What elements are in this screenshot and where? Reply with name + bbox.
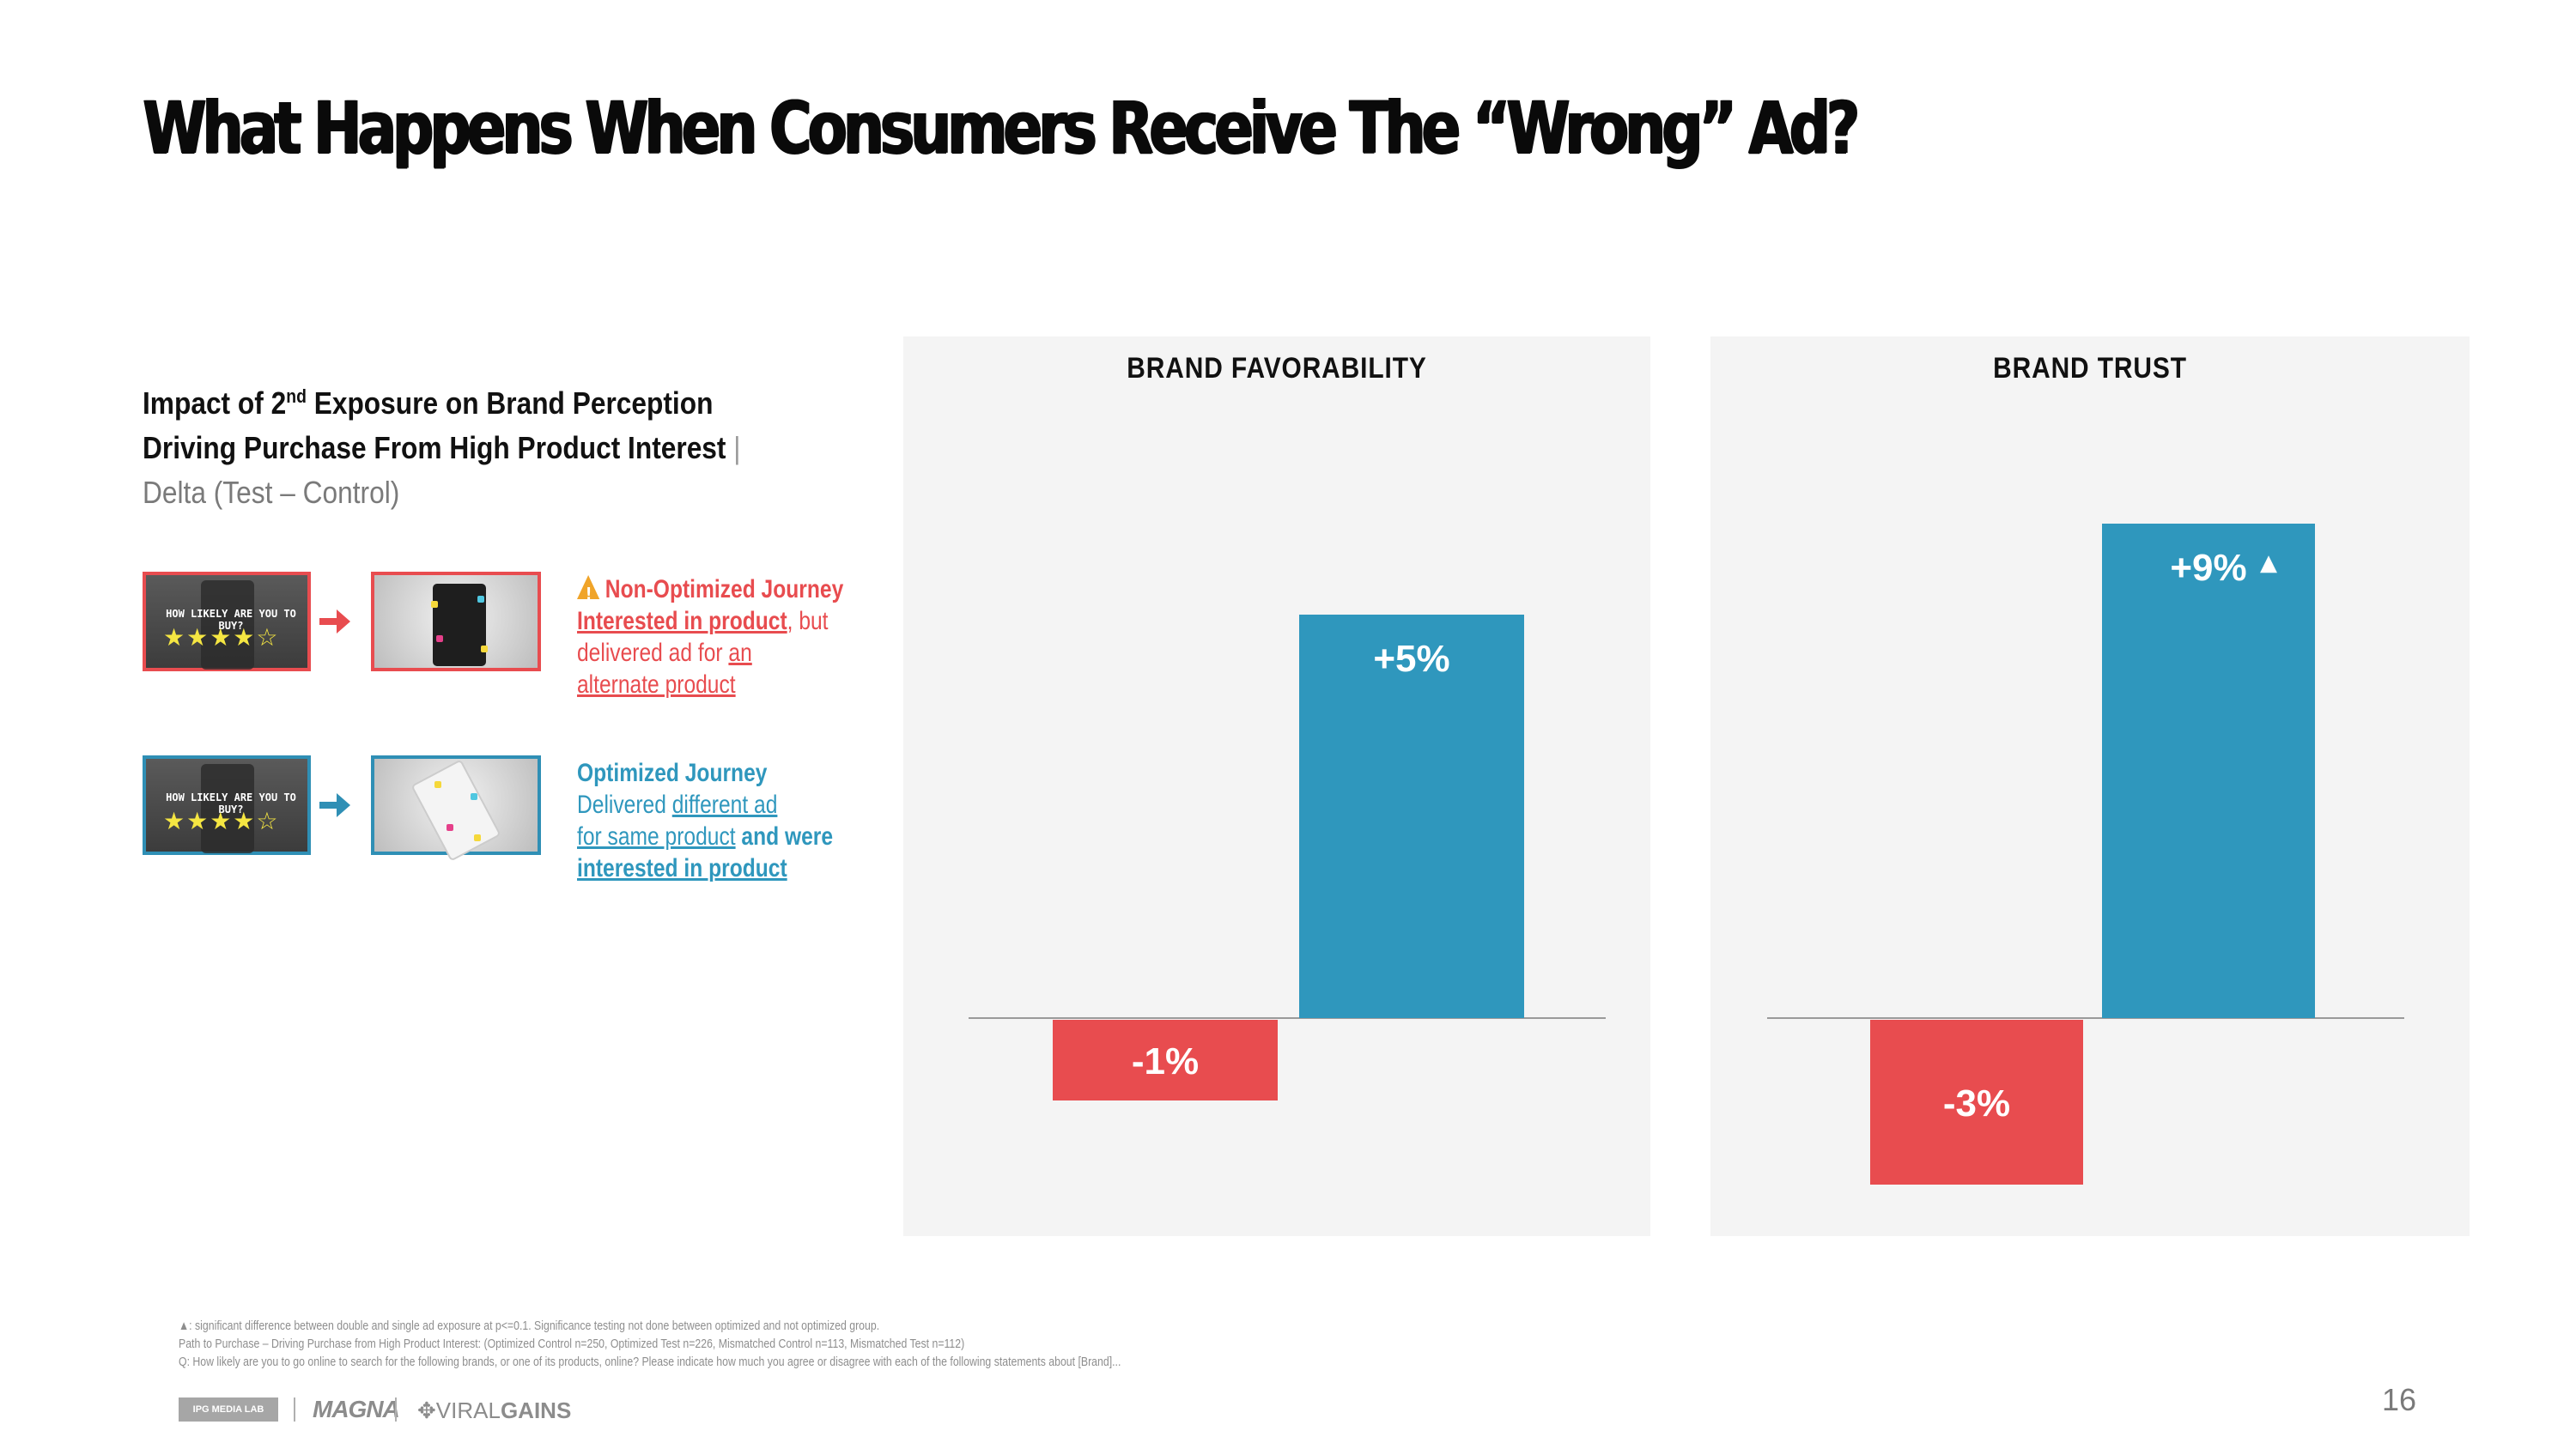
data-label: +9% [2170,547,2246,589]
significance-marker: ▲ [179,1319,190,1333]
survey-thumbnail: HOW LIKELY ARE YOU TO BUY? ★★★★☆ [143,572,311,671]
survey-question: HOW LIKELY ARE YOU TO BUY? [166,608,296,632]
viralgains-mark-icon: ✥ [417,1397,436,1423]
viralgains-suffix: GAINS [500,1397,572,1423]
viralgains-prefix: VIRAL [435,1397,501,1423]
legend-optimized-part2: different ad [671,791,778,819]
footnotes: ▲: significant difference between double… [179,1317,1446,1371]
survey-question: HOW LIKELY ARE YOU TO BUY? [166,791,296,815]
legend-non-optimized: HOW LIKELY ARE YOU TO BUY? ★★★★☆ Non-Opt… [143,572,898,699]
data-label: -1% [1132,1040,1199,1082]
chart-brand-favorability: BRAND FAVORABILITY -1% +5% [903,336,1650,1236]
bar-non-optimized [1053,1020,1278,1100]
subtitle-separator: | [733,430,741,465]
footnote-line2: Path to Purchase – Driving Purchase from… [179,1337,965,1351]
legend-optimized-part4: and were [735,822,834,851]
legend-non-optimized-part3: delivered ad for [577,639,729,667]
significance-marker: ▲ [2260,550,2277,576]
survey-thumbnail: HOW LIKELY ARE YOU TO BUY? ★★★★☆ [143,755,311,855]
legend-non-optimized-text: Non-Optimized Journey Interested in prod… [577,573,872,700]
legend-optimized-part5: interested in product [577,854,787,882]
subtitle-line2: Driving Purchase From High Product Inter… [143,430,726,465]
star-rating: ★★★★☆ [163,808,280,834]
bar-non-optimized [1870,1020,2083,1185]
subtitle-line1-prefix: Impact of 2 [143,385,287,421]
footnote-line1: : significant difference between double … [189,1319,880,1333]
product-ad-thumbnail [371,572,541,671]
chart-brand-trust: BRAND TRUST -3% +9% ▲ [1710,336,2470,1236]
legend-non-optimized-part5: alternate product [577,670,736,699]
chart-plot: -1% +5% [969,615,1606,1100]
warning-icon [577,575,600,610]
ipg-media-lab-logo: IPG MEDIA LAB [179,1397,278,1422]
legend-non-optimized-part1: Interested in product [577,607,787,635]
legend-optimized-part1: Delivered [577,791,672,819]
legend-non-optimized-part4: an [728,639,752,667]
subtitle-superscript: nd [286,385,307,407]
page-number: 16 [2381,1382,2416,1417]
subtitle-delta: Delta (Test – Control) [143,475,400,510]
subtitle-line1-suffix: Exposure on Brand Perception [306,385,714,421]
bar-optimized [1299,615,1524,1018]
legend-optimized: HOW LIKELY ARE YOU TO BUY? ★★★★☆ Optimiz… [143,755,898,882]
star-rating: ★★★★☆ [163,624,280,651]
data-label: +5% [1373,638,1449,680]
legend-non-optimized-heading: Non-Optimized Journey [605,575,844,603]
page-title: What Happens When Consumers Receive The … [143,86,1860,170]
legend-optimized-part3: for same product [577,822,736,851]
footnote-line3: Q: How likely are you to go online to se… [179,1355,1121,1369]
legend-optimized-text: Optimized Journey Delivered different ad… [577,757,872,884]
legend-optimized-heading: Optimized Journey [577,759,768,787]
chart-title: BRAND FAVORABILITY [1127,352,1427,385]
magna-logo: MAGNA [313,1396,400,1422]
data-label: -3% [1943,1082,2010,1125]
chart-title: BRAND TRUST [1993,352,2187,385]
chart-subtitle: Impact of 2nd Exposure on Brand Percepti… [143,381,823,515]
bar-optimized [2102,524,2315,1018]
legend-non-optimized-part2: , but [787,607,829,635]
product-ad-thumbnail [371,755,541,862]
chart-plot: -3% +9% ▲ [1767,524,2404,1185]
arrow-right-icon [319,793,350,817]
viralgains-logo: ✥VIRALGAINS [417,1397,571,1424]
arrow-right-icon [319,609,350,634]
